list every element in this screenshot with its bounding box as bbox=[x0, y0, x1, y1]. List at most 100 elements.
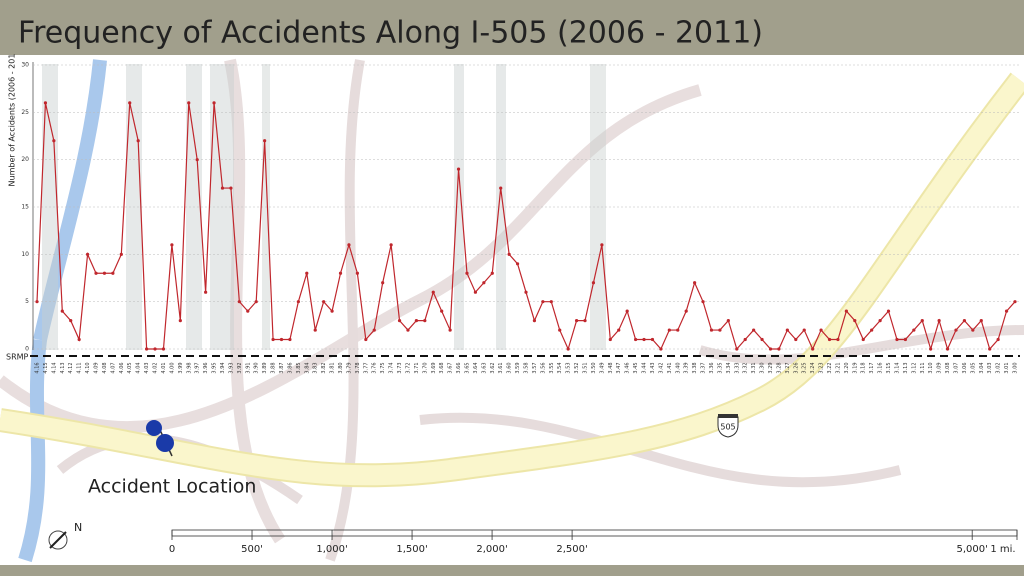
x-tick-label: 3.22 bbox=[827, 362, 833, 373]
x-tick-label: 3.58 bbox=[524, 362, 530, 373]
x-tick-label: 3.40 bbox=[675, 362, 681, 373]
point bbox=[591, 281, 596, 285]
point bbox=[271, 337, 275, 342]
point bbox=[583, 319, 587, 323]
x-tick-label: 3.55 bbox=[549, 362, 555, 373]
point bbox=[903, 337, 907, 342]
point bbox=[549, 300, 553, 304]
point bbox=[254, 300, 258, 304]
scale-label: 2,000' bbox=[476, 544, 507, 555]
x-tick-label: 3.71 bbox=[414, 362, 420, 373]
x-tick-label: 3.79 bbox=[346, 362, 352, 373]
scale-bar: 0 500' 1,000' 1,500' 2,000' 2,500' 5,000' 1 mi. bbox=[169, 529, 1018, 555]
x-tick-label: 4.02 bbox=[153, 362, 159, 373]
point bbox=[456, 167, 461, 171]
x-tick-label: 3.20 bbox=[844, 362, 850, 373]
point bbox=[667, 328, 671, 332]
x-tick-label: 3.91 bbox=[245, 362, 251, 373]
point bbox=[153, 347, 157, 351]
point bbox=[279, 337, 284, 342]
x-tick-label: 3.84 bbox=[304, 362, 310, 373]
x-tick-label: 3.38 bbox=[692, 362, 698, 373]
x-tick-label: 3.80 bbox=[338, 362, 344, 373]
point bbox=[558, 328, 562, 332]
x-tick-label: 3.95 bbox=[212, 362, 218, 373]
point bbox=[111, 271, 115, 275]
x-tick-label: 3.15 bbox=[886, 362, 892, 373]
x-tick-label: 4.11 bbox=[77, 362, 83, 373]
point bbox=[566, 347, 570, 351]
point bbox=[676, 328, 680, 332]
x-tick-label: 3.37 bbox=[701, 362, 707, 373]
north-label: N bbox=[74, 521, 82, 534]
point bbox=[971, 328, 975, 332]
shield-label: 505 bbox=[720, 423, 735, 432]
x-tick-label: 3.02 bbox=[996, 362, 1002, 373]
point bbox=[85, 252, 90, 256]
compass: N bbox=[48, 521, 82, 550]
shield: 505 bbox=[717, 414, 739, 438]
point bbox=[617, 328, 621, 332]
y-tick-label: 15 bbox=[21, 204, 29, 211]
x-tick-label: 3.08 bbox=[945, 362, 951, 373]
point bbox=[515, 262, 520, 266]
x-tick-label: 3.66 bbox=[456, 362, 462, 373]
x-tick-label: 3.31 bbox=[751, 362, 757, 373]
point bbox=[794, 337, 798, 342]
x-tick-label: 3.52 bbox=[574, 362, 580, 373]
x-tick-label: 3.53 bbox=[566, 362, 572, 373]
x-tick-label: 3.09 bbox=[937, 362, 943, 373]
scale-label: 1,500' bbox=[396, 544, 427, 555]
point bbox=[431, 290, 435, 294]
x-tick-label: 4.12 bbox=[68, 362, 74, 373]
point bbox=[920, 319, 924, 323]
chart-title: Frequency of Accidents Along I-505 (2006… bbox=[18, 16, 763, 51]
point bbox=[237, 300, 241, 304]
x-tick-label: 3.00 bbox=[1013, 362, 1019, 373]
x-tick-label: 4.06 bbox=[119, 362, 125, 373]
point bbox=[52, 139, 56, 143]
point bbox=[35, 300, 39, 304]
x-tick-label: 3.06 bbox=[962, 362, 968, 373]
point bbox=[499, 186, 503, 190]
x-tick-label: 3.17 bbox=[869, 362, 875, 373]
x-tick-label: 3.63 bbox=[481, 362, 487, 373]
x-tick-label: 3.69 bbox=[431, 362, 437, 373]
point bbox=[212, 101, 216, 105]
point bbox=[482, 281, 486, 285]
x-tick-label: 3.62 bbox=[490, 362, 496, 373]
point bbox=[204, 290, 208, 294]
x-tick-label: 3.23 bbox=[819, 362, 825, 373]
point bbox=[743, 337, 747, 342]
point bbox=[397, 319, 402, 323]
point bbox=[768, 347, 773, 351]
x-tick-label: 3.04 bbox=[979, 362, 985, 373]
x-tick-label: 3.54 bbox=[557, 362, 563, 373]
point bbox=[187, 101, 191, 105]
x-tick-label: 3.44 bbox=[642, 362, 648, 373]
pin bbox=[146, 420, 174, 457]
x-tick-label: 3.32 bbox=[743, 362, 749, 373]
point bbox=[979, 319, 983, 323]
point bbox=[625, 309, 629, 313]
x-tick-label: 3.12 bbox=[911, 362, 917, 373]
point bbox=[718, 328, 722, 332]
point bbox=[372, 328, 376, 332]
point bbox=[119, 252, 123, 256]
x-tick-label: 3.81 bbox=[330, 362, 336, 373]
x-tick-label: 3.39 bbox=[684, 362, 690, 373]
point bbox=[912, 328, 916, 332]
point bbox=[870, 328, 874, 332]
x-axis-label: SRMP bbox=[6, 353, 29, 362]
x-tick-label: 3.73 bbox=[397, 362, 403, 373]
series-line bbox=[36, 102, 1016, 352]
x-tick-label: 3.49 bbox=[599, 362, 605, 373]
point bbox=[69, 319, 73, 323]
x-tick-label: 4.10 bbox=[85, 362, 91, 373]
title-bar bbox=[0, 0, 1024, 55]
y-tick-label: 10 bbox=[21, 251, 29, 258]
point bbox=[945, 347, 950, 351]
point bbox=[811, 347, 815, 351]
point bbox=[145, 347, 149, 351]
